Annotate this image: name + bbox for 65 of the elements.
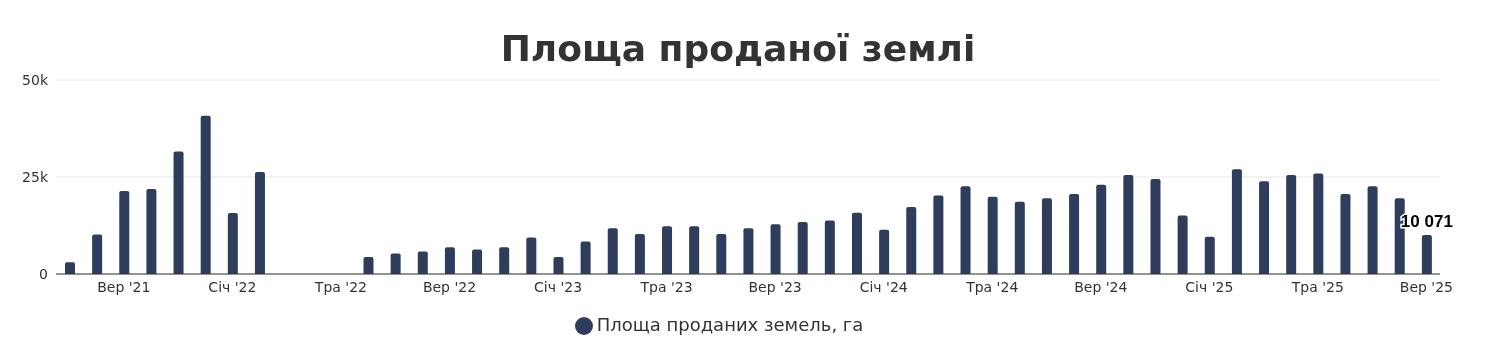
bar (254, 171, 265, 274)
x-tick-label: Січ '24 (859, 278, 908, 295)
bar (662, 226, 673, 274)
x-tick-label: Тра '22 (313, 278, 368, 295)
bar (906, 206, 917, 274)
bar (472, 249, 483, 274)
bar (879, 229, 890, 274)
y-tick-label: 0 (39, 265, 48, 282)
bar (580, 241, 591, 274)
bar (119, 190, 130, 274)
bar (987, 196, 998, 274)
bar (499, 247, 510, 274)
x-tick-label: Тра '23 (639, 278, 693, 295)
bar (1313, 173, 1324, 274)
bar (1421, 234, 1432, 274)
bar (634, 234, 645, 274)
bar (146, 189, 157, 274)
bar (173, 151, 184, 274)
bar (1150, 178, 1161, 274)
bar (417, 251, 428, 274)
bar (1286, 175, 1297, 274)
bar (1259, 181, 1270, 274)
legend-label: Площа проданих земель, га (596, 314, 864, 335)
bar (390, 253, 401, 274)
chart-title: Площа проданої землі (499, 27, 977, 70)
bar (553, 256, 564, 274)
bar (1204, 236, 1215, 274)
bar (92, 234, 103, 274)
bar (227, 213, 238, 274)
bar (1123, 175, 1134, 274)
bar (933, 195, 944, 274)
y-tick-label: 50k (22, 71, 49, 88)
bar (960, 186, 971, 274)
bar (824, 220, 835, 274)
bar (1367, 186, 1378, 274)
x-tick-label: Січ '23 (534, 278, 583, 295)
x-tick-label: Вер '22 (422, 278, 477, 295)
bar (1340, 194, 1351, 274)
bar (65, 262, 75, 274)
x-tick-label: Вер '23 (748, 278, 802, 295)
bar (1041, 198, 1052, 274)
bar (526, 237, 537, 274)
bar (743, 228, 754, 274)
bar (444, 247, 455, 274)
x-tick-label: Тра '25 (1290, 278, 1344, 295)
bar (689, 226, 700, 274)
bar (797, 222, 808, 274)
x-tick-label: Вер '24 (1074, 278, 1128, 295)
bar (851, 212, 862, 274)
x-tick-label: Вер '21 (97, 278, 151, 295)
bar (1177, 215, 1188, 274)
bar (363, 256, 374, 274)
y-tick-label: 25k (22, 168, 49, 185)
x-tick-label: Січ '25 (1185, 278, 1234, 295)
bar (1231, 169, 1242, 274)
bar (770, 224, 781, 274)
x-tick-label: Тра '24 (965, 278, 1019, 295)
bar (1014, 201, 1025, 274)
x-tick-label: Вер '25 (1399, 278, 1454, 295)
bar (607, 228, 618, 274)
x-tick-label: Січ '22 (208, 278, 257, 295)
bar (716, 234, 727, 274)
bar (1096, 184, 1107, 274)
bar (200, 115, 211, 274)
bar (1069, 194, 1080, 274)
